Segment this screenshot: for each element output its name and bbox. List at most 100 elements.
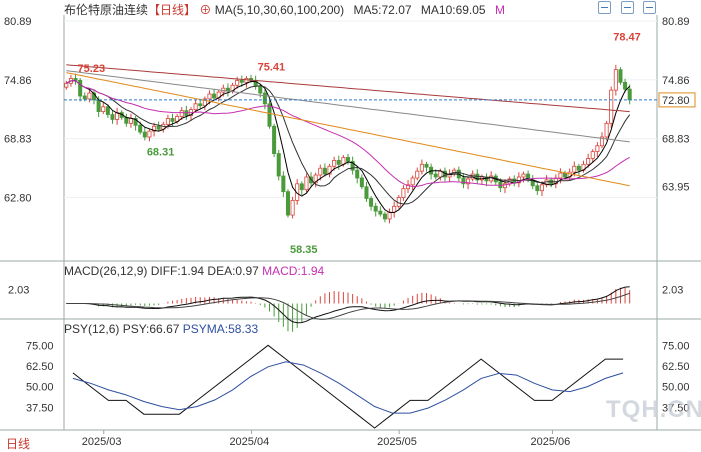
candle-down xyxy=(382,213,387,220)
candle-down xyxy=(373,205,378,212)
layout-icon[interactable] xyxy=(621,1,634,14)
candle-up xyxy=(207,93,212,100)
candle-up xyxy=(165,118,170,125)
candle-down xyxy=(239,79,244,83)
candle-down xyxy=(281,175,286,193)
candle-up xyxy=(64,82,69,88)
ma30-line xyxy=(66,80,630,188)
time-tick-label: 2025/03 xyxy=(82,436,122,448)
candle-up xyxy=(415,170,420,179)
macd-dea-line xyxy=(66,292,630,320)
ma-more-label[interactable]: M xyxy=(494,3,505,17)
current-price-label: 72.80 xyxy=(662,95,690,107)
candle-down xyxy=(350,160,355,171)
candle-down xyxy=(198,103,203,107)
price-tick-label: 74.86 xyxy=(4,75,32,87)
candle-down xyxy=(475,173,480,181)
candle-up xyxy=(295,183,300,201)
settings-icon[interactable]: ⊕ xyxy=(199,3,212,17)
candle-up xyxy=(179,110,184,117)
candle-up xyxy=(604,122,609,138)
candle-up xyxy=(586,158,591,165)
candle-up xyxy=(502,183,508,189)
candle-down xyxy=(267,103,272,127)
price-tick-label-right: 68.83 xyxy=(662,134,690,146)
candle-down xyxy=(110,114,115,120)
candle-up xyxy=(332,160,337,167)
candle-up xyxy=(558,172,563,179)
candle-down xyxy=(124,117,129,124)
macd-value: MACD:1.94 xyxy=(262,264,325,278)
price-tick-label-right: 80.89 xyxy=(662,16,690,28)
candle-up xyxy=(290,200,295,216)
price-annotation: 58.35 xyxy=(290,244,318,256)
psy-header: PSY(12,6) PSY:66.67 PSYMA:58.33 xyxy=(64,322,258,336)
ma10-line xyxy=(66,80,631,205)
candle-down xyxy=(322,167,327,175)
fullscreen-icon[interactable] xyxy=(643,1,656,14)
price-annotation: 75.23 xyxy=(78,63,106,75)
candle-up xyxy=(539,184,544,192)
candle-up xyxy=(438,170,443,178)
candle-up xyxy=(419,163,424,172)
candle-down xyxy=(138,124,143,133)
macd-diff: DIFF:1.94 xyxy=(150,264,205,278)
price-tick-label: 80.89 xyxy=(4,16,32,28)
candle-up xyxy=(313,174,318,184)
candle-up xyxy=(202,98,207,107)
candle-down xyxy=(535,185,540,192)
candle-up xyxy=(341,157,346,165)
candle-down xyxy=(378,210,383,215)
price-annotation: 68.31 xyxy=(147,147,175,159)
price-tick-label: 62.80 xyxy=(4,192,32,204)
candle-up xyxy=(318,167,323,176)
psy-tick-label-right: 50.00 xyxy=(662,382,690,394)
candle-up xyxy=(466,178,471,185)
candle-down xyxy=(276,153,281,177)
candle-up xyxy=(327,165,332,175)
candle-up xyxy=(244,78,249,83)
psy-tick-label-right: 62.50 xyxy=(662,361,690,373)
psy-value: PSY:66.67 xyxy=(122,322,180,336)
current-price-box xyxy=(658,92,696,108)
candle-down xyxy=(364,186,369,199)
candle-down xyxy=(355,169,360,179)
candle-down xyxy=(170,118,175,122)
candle-down xyxy=(627,88,632,101)
candle-up xyxy=(147,130,152,138)
candle-up xyxy=(304,176,309,191)
candle-down xyxy=(285,191,290,216)
candle-up xyxy=(87,92,92,100)
psy-tick-label-right: 75.00 xyxy=(662,340,690,352)
period-label[interactable]: 【日线】 xyxy=(148,3,197,17)
period-tab[interactable]: 日线 xyxy=(6,437,31,451)
candle-down xyxy=(563,172,568,178)
psy-tick-label-right: 37.50 xyxy=(662,402,690,414)
time-tick-label: 2025/06 xyxy=(530,436,570,448)
candle-down xyxy=(212,93,217,99)
psy-tick-label: 50.00 xyxy=(26,382,54,394)
instrument-title: 布伦特原油连续 xyxy=(64,3,149,17)
candle-down xyxy=(359,177,364,188)
time-tick-label: 2025/05 xyxy=(377,436,417,448)
psyma-line xyxy=(72,361,624,414)
psy-tick-label: 37.50 xyxy=(26,402,54,414)
candle-up xyxy=(613,69,618,91)
zoom-out-icon[interactable] xyxy=(598,1,611,14)
psy-tick-label: 62.50 xyxy=(26,361,54,373)
candle-down xyxy=(272,125,277,154)
candle-down xyxy=(623,81,628,90)
ma100-line xyxy=(66,70,630,143)
candle-up xyxy=(609,89,614,124)
ma-params: MA(5,10,30,60,100,200) xyxy=(214,3,345,17)
ma60-line xyxy=(66,72,630,187)
ma200-line xyxy=(66,64,630,113)
candle-up xyxy=(410,177,415,186)
macd-tick-label: 2.03 xyxy=(8,284,29,296)
psyma-value: PSYMA:58.33 xyxy=(182,322,259,336)
candle-up xyxy=(152,125,157,132)
candle-down xyxy=(262,92,267,105)
candle-up xyxy=(599,136,605,147)
candle-up xyxy=(521,173,526,178)
